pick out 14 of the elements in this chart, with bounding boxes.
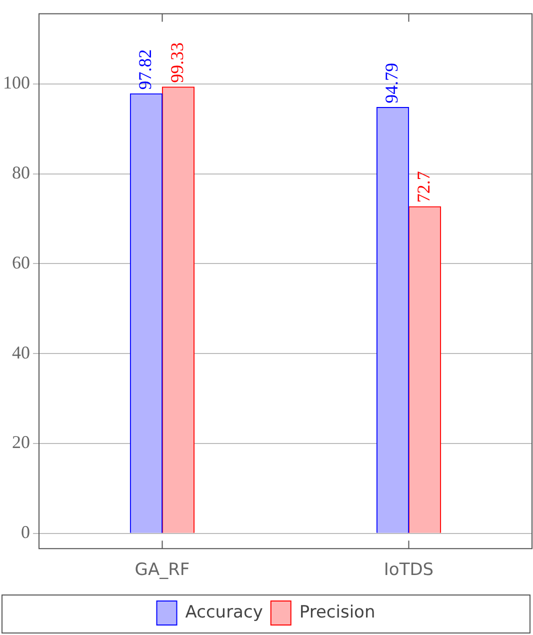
y-tick-label: 60: [12, 252, 30, 272]
y-tick-label: 100: [3, 72, 30, 93]
data-label: 94.79: [381, 62, 402, 104]
y-tick-label: 0: [21, 522, 30, 542]
legend-label: Precision: [299, 602, 376, 622]
y-tick-label: 40: [12, 342, 30, 362]
legend-label: Accuracy: [185, 602, 263, 622]
y-tick-label: 80: [12, 162, 30, 183]
data-label: 97.82: [134, 49, 155, 90]
y-tick-label: 20: [12, 432, 30, 452]
data-label: 99.33: [166, 42, 187, 83]
x-tick-label: IoTDS: [384, 560, 434, 580]
data-label: 72.7: [413, 171, 434, 203]
x-tick-label: GA_RF: [134, 560, 190, 580]
